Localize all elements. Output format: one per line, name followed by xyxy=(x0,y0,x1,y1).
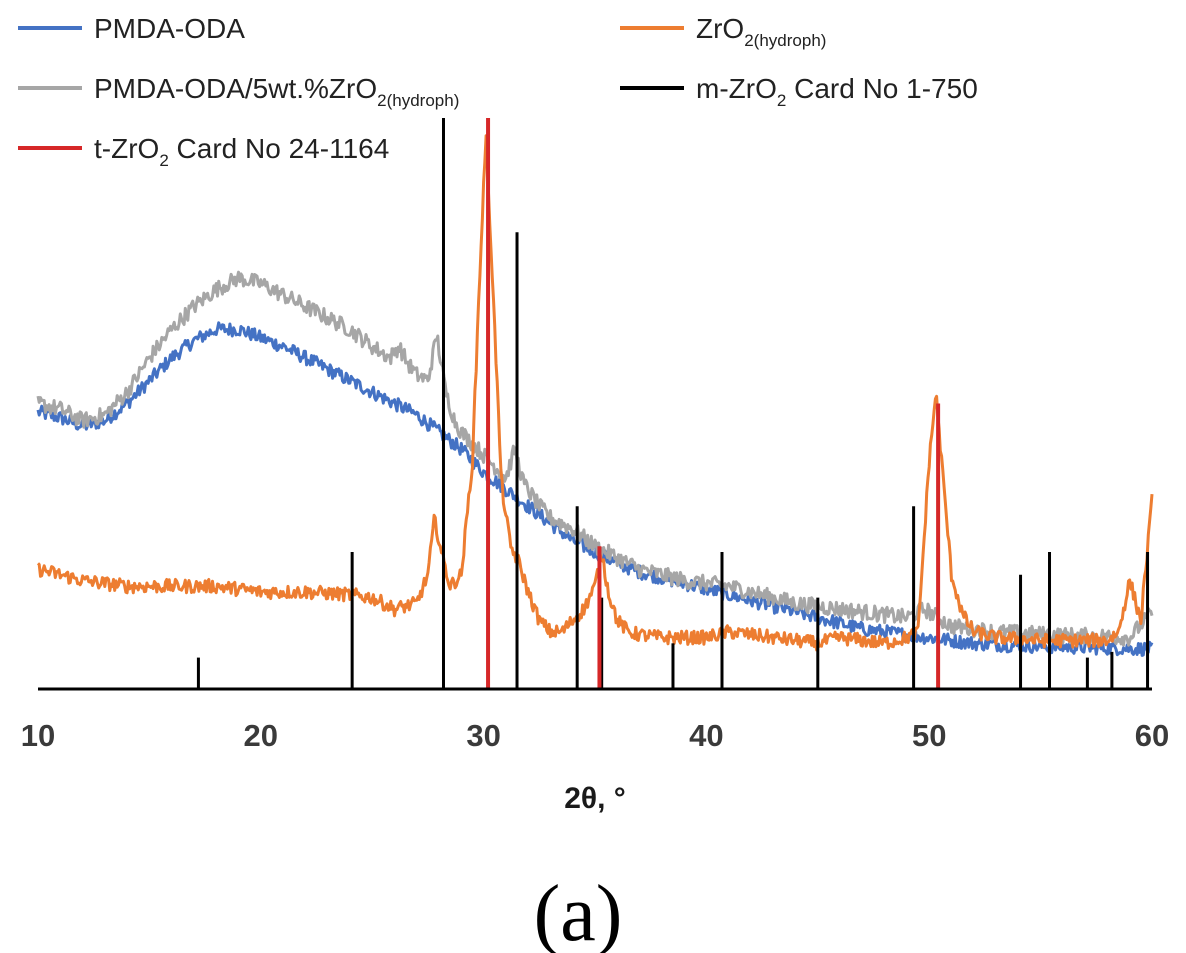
legend-entry-pmda-oda: PMDA-ODA xyxy=(18,13,245,44)
x-axis-title: 2θ, ° xyxy=(564,782,626,815)
x-tick-label-50: 50 xyxy=(912,718,946,753)
series-line-zro2 xyxy=(36,134,1154,652)
panel-label: (a) xyxy=(534,870,623,953)
plot-area: 10 20 30 40 50 60 xyxy=(21,118,1169,753)
legend-entry-zro2: ZrO2(hydroph) xyxy=(620,13,826,50)
legend-label-m-card-rest: Card No 1-750 xyxy=(786,73,977,104)
legend-label-composite-sub: 2(hydroph) xyxy=(377,91,459,110)
legend-label-pmda-oda-base: PMDA-ODA xyxy=(94,13,245,44)
legend: PMDA-ODA ZrO2(hydroph) PMDA-ODA/5wt.%ZrO… xyxy=(18,13,978,170)
legend-label-m-card: m-ZrO2 Card No 1-750 xyxy=(696,73,978,110)
legend-entry-m-card: m-ZrO2 Card No 1-750 xyxy=(620,73,978,110)
legend-label-pmda-oda: PMDA-ODA xyxy=(94,13,245,44)
legend-label-zro2: ZrO2(hydroph) xyxy=(696,13,826,50)
series-line-pmda_oda xyxy=(36,321,1154,657)
x-tick-label-40: 40 xyxy=(689,718,723,753)
legend-label-t-card-sub: 2 xyxy=(159,151,168,170)
legend-label-zro2-sub: 2(hydroph) xyxy=(744,31,826,50)
series-layer xyxy=(36,134,1154,657)
x-tick-label-30: 30 xyxy=(466,718,500,753)
x-tick-label-20: 20 xyxy=(244,718,278,753)
legend-label-t-card: t-ZrO2 Card No 24-1164 xyxy=(94,133,389,170)
legend-label-m-card-base: m-ZrO xyxy=(696,73,777,104)
legend-label-t-card-rest: Card No 24-1164 xyxy=(169,133,390,164)
legend-label-composite-base: PMDA-ODA/5wt.%ZrO xyxy=(94,73,377,104)
x-tick-label-10: 10 xyxy=(21,718,55,753)
x-tick-labels: 10 20 30 40 50 60 xyxy=(21,718,1169,753)
legend-label-composite: PMDA-ODA/5wt.%ZrO2(hydroph) xyxy=(94,73,459,110)
x-tick-label-60: 60 xyxy=(1135,718,1169,753)
legend-entry-t-card: t-ZrO2 Card No 24-1164 xyxy=(18,133,389,170)
legend-label-t-card-base: t-ZrO xyxy=(94,133,159,164)
reference-card-layer xyxy=(196,118,1150,689)
legend-entry-composite: PMDA-ODA/5wt.%ZrO2(hydroph) xyxy=(18,73,459,110)
legend-label-m-card-sub: 2 xyxy=(777,91,786,110)
legend-label-zro2-base: ZrO xyxy=(696,13,744,44)
